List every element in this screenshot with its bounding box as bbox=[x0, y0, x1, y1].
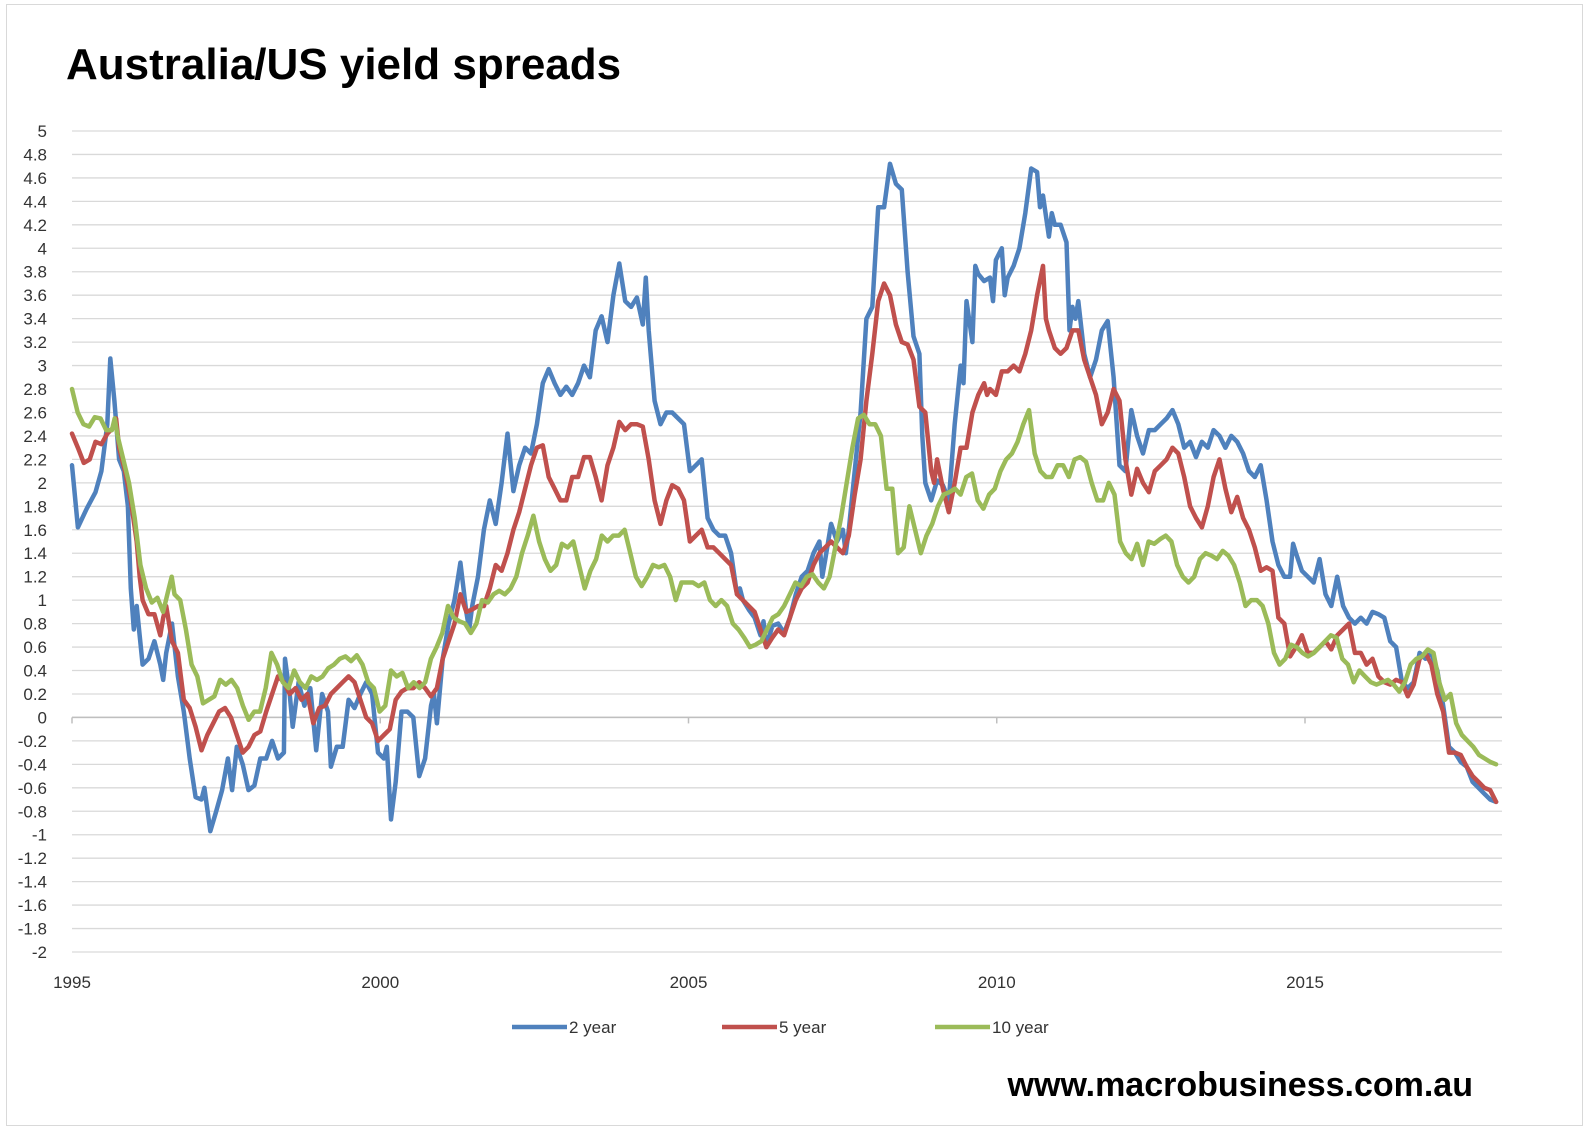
y-tick-label: 2.2 bbox=[23, 450, 47, 469]
y-tick-label: 5 bbox=[38, 122, 47, 141]
legend-label: 10 year bbox=[992, 1018, 1049, 1037]
x-tick-label: 2005 bbox=[670, 973, 708, 992]
y-tick-label: -2 bbox=[32, 943, 47, 962]
y-tick-label: -0.4 bbox=[18, 755, 47, 774]
x-tick-label: 2010 bbox=[978, 973, 1016, 992]
y-tick-label: 0.8 bbox=[23, 615, 47, 634]
y-tick-label: -1.8 bbox=[18, 920, 47, 939]
gridlines bbox=[72, 130, 1502, 953]
series-lines bbox=[69, 161, 1499, 834]
x-tick-label: 2000 bbox=[361, 973, 399, 992]
series-line-5-year bbox=[69, 263, 1499, 805]
y-tick-label: 1.2 bbox=[23, 568, 47, 587]
y-tick-label: -1.6 bbox=[18, 896, 47, 915]
y-tick-label: 0.4 bbox=[23, 662, 47, 681]
y-tick-label: 3.8 bbox=[23, 263, 47, 282]
y-tick-label: 3 bbox=[38, 357, 47, 376]
watermark-url: www.macrobusiness.com.au bbox=[1007, 1066, 1473, 1104]
series-line-2-year bbox=[69, 161, 1499, 834]
y-tick-label: 4.2 bbox=[23, 216, 47, 235]
y-tick-label: 2.6 bbox=[23, 403, 47, 422]
y-tick-label: 2.4 bbox=[23, 427, 47, 446]
y-tick-label: 4 bbox=[38, 239, 47, 258]
y-tick-label: -0.2 bbox=[18, 732, 47, 751]
y-tick-label: 1 bbox=[38, 591, 47, 610]
y-tick-label: 0 bbox=[38, 708, 47, 727]
y-tick-label: 1.4 bbox=[23, 544, 47, 563]
y-tick-label: 3.2 bbox=[23, 333, 47, 352]
y-tick-label: 1.8 bbox=[23, 497, 47, 516]
y-tick-label: 4.4 bbox=[23, 192, 47, 211]
y-tick-label: 4.6 bbox=[23, 169, 47, 188]
y-tick-label: -0.6 bbox=[18, 779, 47, 798]
y-tick-label: -0.8 bbox=[18, 802, 47, 821]
y-tick-label: 3.6 bbox=[23, 286, 47, 305]
chart-title: Australia/US yield spreads bbox=[66, 40, 622, 89]
x-tick-label: 2015 bbox=[1286, 973, 1324, 992]
y-tick-label: 0.6 bbox=[23, 638, 47, 657]
legend-label: 5 year bbox=[779, 1018, 827, 1037]
y-tick-label: -1 bbox=[32, 826, 47, 845]
y-axis-ticks: 5 4.8 4.6 4.4 4.2 4 3.8 3.6 3.4 3.2 3 2.8 2.6 2.4 2.2 2… bbox=[18, 122, 47, 962]
y-tick-label: -1.2 bbox=[18, 849, 47, 868]
y-tick-label: 1.6 bbox=[23, 521, 47, 540]
y-tick-label: 0.2 bbox=[23, 685, 47, 704]
legend: 2 year 5 year 10 year bbox=[512, 1018, 1049, 1037]
legend-label: 2 year bbox=[569, 1018, 617, 1037]
y-tick-label: 3.4 bbox=[23, 310, 47, 329]
y-tick-label: 4.8 bbox=[23, 145, 47, 164]
x-axis: 1995 2000 2005 2010 2015 bbox=[53, 716, 1502, 992]
chart-frame bbox=[6, 4, 1583, 1126]
series-line-10-year bbox=[69, 386, 1499, 767]
x-tick-label: 1995 bbox=[53, 973, 91, 992]
y-tick-label: 2 bbox=[38, 474, 47, 493]
y-tick-label: 2.8 bbox=[23, 380, 47, 399]
y-tick-label: -1.4 bbox=[18, 873, 47, 892]
